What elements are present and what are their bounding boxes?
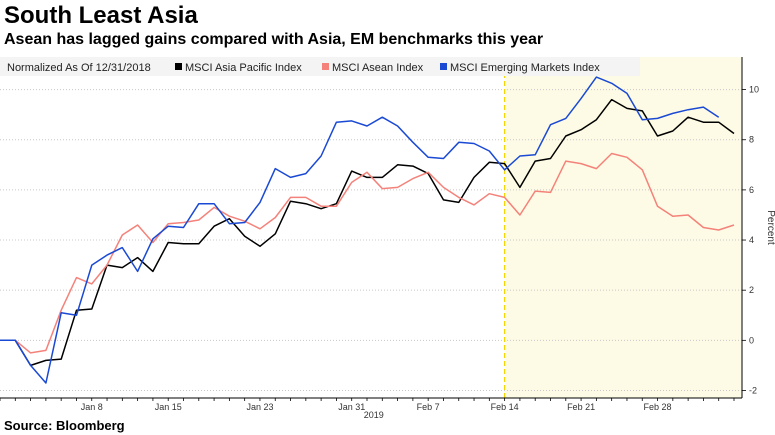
y-tick-label: 6 <box>749 185 754 195</box>
legend-swatch <box>175 63 182 70</box>
legend-entry: MSCI Emerging Markets Index <box>450 62 600 74</box>
y-tick-label: 8 <box>749 135 754 145</box>
x-tick-label: Jan 15 <box>155 402 182 412</box>
y-tick-label: 10 <box>749 85 759 95</box>
x-tick-label: Feb 7 <box>417 402 440 412</box>
x-tick-label: Jan 23 <box>246 402 273 412</box>
chart-title: South Least Asia <box>4 2 198 29</box>
series-line <box>0 98 735 367</box>
x-tick-label: Jan 31 <box>338 402 365 412</box>
legend-swatch <box>322 63 329 70</box>
y-tick-label: 0 <box>749 335 754 345</box>
chart-subtitle: Asean has lagged gains compared with Asi… <box>4 31 544 48</box>
x-tick-label: Feb 14 <box>491 402 519 412</box>
legend-entry: MSCI Asean Index <box>332 62 424 74</box>
source-note: Source: Bloomberg <box>4 418 125 433</box>
y-tick-label: 2 <box>749 285 754 295</box>
x-tick-label: Feb 21 <box>567 402 595 412</box>
y-tick-label: -2 <box>749 385 757 395</box>
legend-note: Normalized As Of 12/31/2018 <box>7 62 151 74</box>
x-year-label: 2019 <box>364 410 384 420</box>
y-axis-label: Percent <box>765 210 775 245</box>
x-tick-label: Feb 28 <box>644 402 672 412</box>
legend-swatch <box>440 63 447 70</box>
legend-background <box>0 57 640 76</box>
series-line <box>0 76 720 384</box>
y-tick-label: 4 <box>749 235 754 245</box>
x-tick-label: Jan 8 <box>81 402 103 412</box>
series-line <box>0 152 735 354</box>
legend-entry: MSCI Asia Pacific Index <box>185 62 302 74</box>
